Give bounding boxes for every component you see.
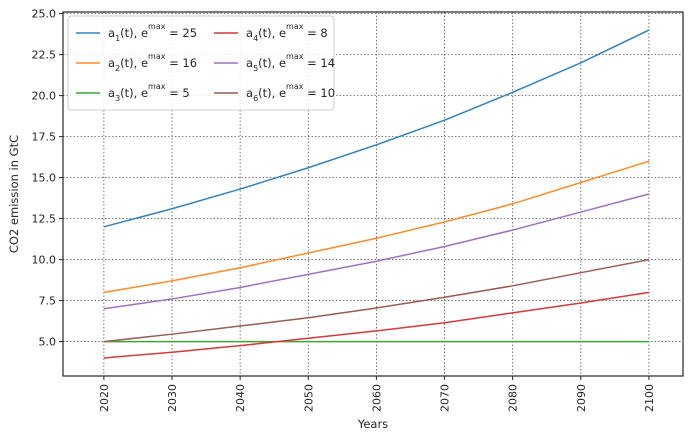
legend-label-1: a1(t), emax = 25	[108, 22, 197, 43]
x-tick-label: 2090	[575, 384, 588, 412]
legend-label-4: a4(t), emax = 8	[246, 22, 328, 43]
plot-frame	[62, 11, 684, 377]
x-tick-label: 2100	[643, 384, 656, 412]
y-tick-label: 15.0	[32, 172, 57, 185]
y-tick-label: 17.5	[32, 131, 57, 144]
series-line-2	[103, 160, 650, 294]
legend-box	[67, 15, 335, 111]
x-axis-title: Years	[357, 417, 388, 431]
legend-label-2: a2(t), emax = 16	[108, 52, 197, 73]
x-tick-label: 2070	[439, 384, 452, 412]
y-tick-label: 12.5	[32, 213, 57, 226]
y-axis: 5.0 7.5 10.0 12.5 15.0 17.5 20.0 22.5 25.0	[32, 8, 63, 349]
x-tick-label: 2020	[98, 384, 111, 412]
x-tick-label: 2030	[166, 384, 179, 412]
x-tick-label: 2040	[234, 384, 247, 412]
series-line-4	[103, 291, 650, 359]
legend-label-5: a5(t), emax = 14	[246, 52, 335, 73]
y-tick-label: 22.5	[32, 49, 57, 62]
x-tick-label: 2080	[507, 384, 520, 412]
series-line-5	[103, 193, 650, 310]
x-axis: 2020 2030 2040 2050 2060 2070 2080 2090 2100	[98, 376, 656, 412]
y-tick-label: 10.0	[32, 254, 57, 267]
y-tick-label: 20.0	[32, 90, 57, 103]
series-layer	[103, 29, 650, 359]
legend: a1(t), emax = 25 a2(t), emax = 16 a3(t), e…	[67, 15, 335, 111]
legend-label-3: a3(t), emax = 5	[108, 82, 190, 103]
y-tick-label: 25.0	[32, 8, 57, 21]
x-tick-label: 2050	[302, 384, 315, 412]
x-tick-label: 2060	[370, 384, 383, 412]
y-axis-title: CO2 emission in GtC	[7, 135, 21, 253]
series-line-1	[103, 29, 650, 228]
series-line-6	[103, 258, 650, 343]
legend-label-6: a6(t), emax = 10	[246, 82, 335, 103]
y-tick-label: 5.0	[39, 336, 57, 349]
y-tick-label: 7.5	[39, 295, 57, 308]
